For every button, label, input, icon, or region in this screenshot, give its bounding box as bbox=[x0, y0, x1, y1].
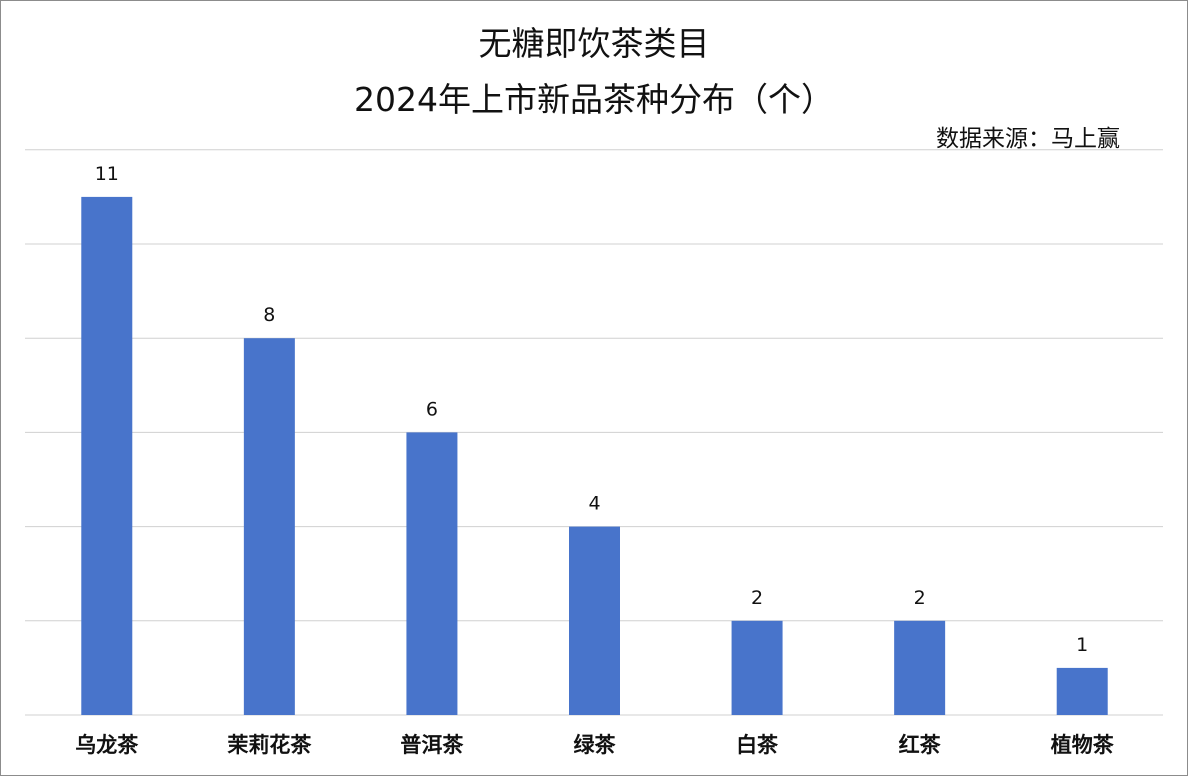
data-label-1: 11 bbox=[95, 163, 119, 185]
x-tick-label-4: 绿茶 bbox=[574, 733, 617, 757]
data-label-7: 1 bbox=[1076, 634, 1088, 656]
bar-1 bbox=[81, 196, 133, 715]
bar-3 bbox=[406, 432, 458, 715]
data-label-5: 2 bbox=[751, 587, 763, 609]
bar-7 bbox=[1056, 667, 1108, 715]
x-tick-label-5: 白茶 bbox=[736, 733, 779, 757]
x-tick-label-6: 红茶 bbox=[899, 733, 942, 757]
x-tick-label-7: 植物茶 bbox=[1051, 733, 1115, 757]
data-labels: 11 8 6 4 2 2 1 bbox=[95, 163, 1089, 656]
data-label-2: 8 bbox=[263, 304, 275, 326]
bars bbox=[81, 196, 1108, 715]
bar-2 bbox=[243, 338, 295, 715]
bar-5 bbox=[731, 620, 783, 715]
x-tick-label-3: 普洱茶 bbox=[400, 733, 464, 757]
x-tick-label-1: 乌龙茶 bbox=[75, 733, 139, 757]
x-axis-tick-labels: 乌龙茶 茉莉花茶 普洱茶 绿茶 白茶 红茶 植物茶 bbox=[75, 733, 1114, 757]
bar-6 bbox=[894, 620, 946, 715]
data-label-4: 4 bbox=[588, 493, 600, 515]
chart-title-line-1: 无糖即饮茶类目 bbox=[478, 24, 710, 63]
chart-title-line-2: 2024年上市新品茶种分布（个） bbox=[354, 80, 834, 119]
data-label-6: 2 bbox=[914, 587, 926, 609]
x-tick-label-2: 茉莉花茶 bbox=[227, 733, 312, 757]
data-label-3: 6 bbox=[426, 398, 438, 420]
bar-4 bbox=[569, 526, 620, 715]
data-source-note: 数据来源：马上赢 bbox=[936, 126, 1120, 152]
